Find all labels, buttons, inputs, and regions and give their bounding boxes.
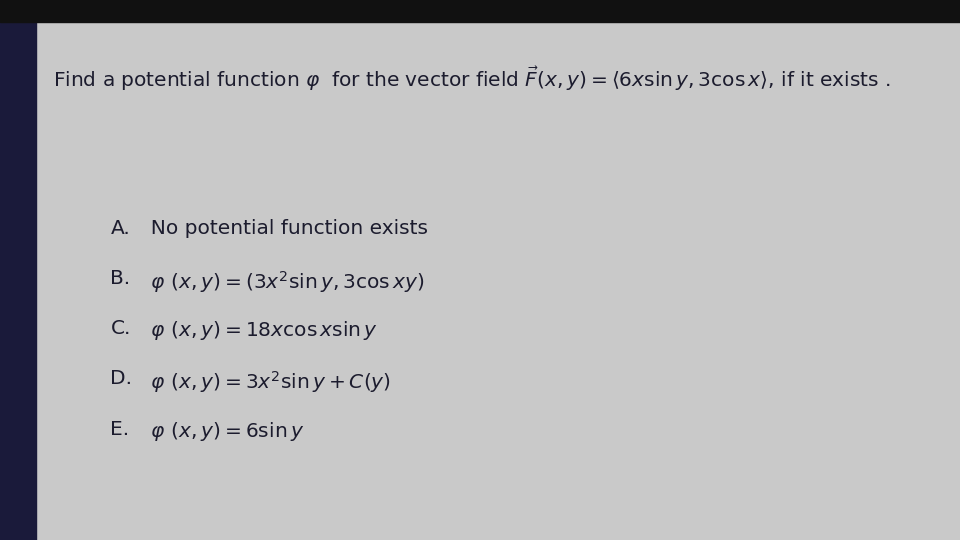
Text: D.: D. [110, 369, 132, 388]
Text: C.: C. [110, 319, 131, 338]
Text: $\varphi\ (x, y) = (3x^2\sin y, 3\cos xy)$: $\varphi\ (x, y) = (3x^2\sin y, 3\cos xy… [138, 269, 424, 295]
Text: B.: B. [110, 269, 131, 288]
Text: $\varphi\ (x, y) = 18x\cos x\sin y$: $\varphi\ (x, y) = 18x\cos x\sin y$ [138, 319, 378, 342]
Text: A.: A. [110, 219, 131, 238]
Text: E.: E. [110, 420, 130, 438]
Text: No potential function exists: No potential function exists [138, 219, 428, 238]
Text: Find a potential function $\varphi$  for the vector field $\vec{F}(x,y) = \langl: Find a potential function $\varphi$ for … [53, 65, 891, 93]
Text: $\varphi\ (x, y) = 6\sin y$: $\varphi\ (x, y) = 6\sin y$ [138, 420, 304, 443]
Text: $\varphi\ (x, y) = 3x^2\sin y + C(y)$: $\varphi\ (x, y) = 3x^2\sin y + C(y)$ [138, 369, 392, 395]
Bar [0, 0, 36, 540]
Bar [0, 0, 960, 22]
